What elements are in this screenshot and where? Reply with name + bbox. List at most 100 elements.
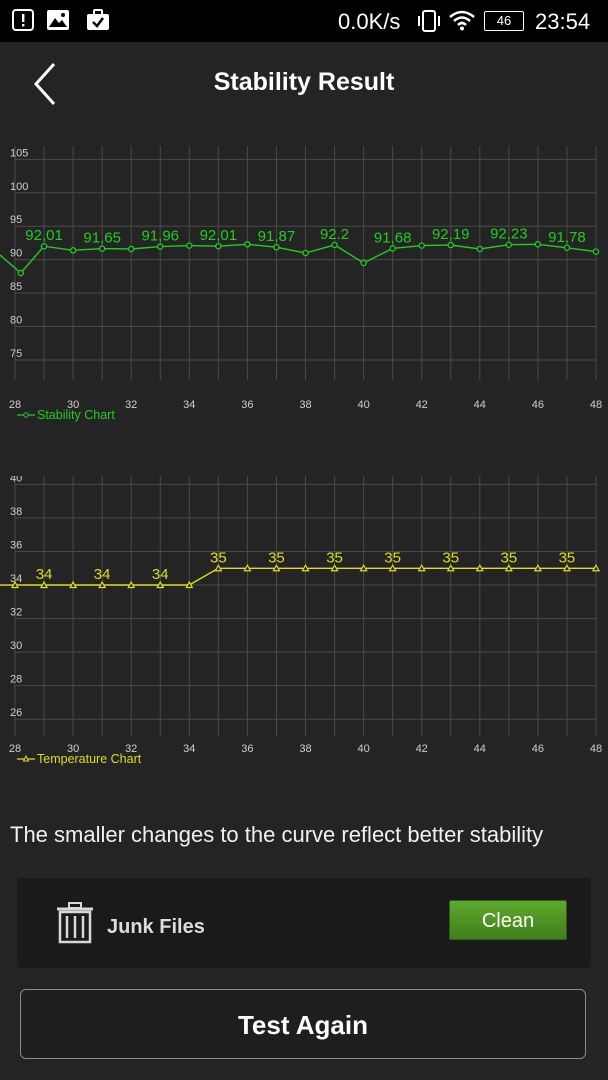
- test-again-button[interactable]: Test Again: [20, 989, 586, 1059]
- page-title: Stability Result: [213, 68, 395, 96]
- data-label: 35: [268, 549, 285, 566]
- data-point: [505, 241, 513, 248]
- stability-hint: The smaller changes to the curve reflect…: [10, 822, 544, 847]
- data-point: [10, 580, 20, 589]
- data-point: [388, 564, 397, 572]
- junk-files-card: Junk Files Clean: [17, 878, 591, 968]
- data-label: 35: [559, 549, 576, 566]
- data-point: [272, 564, 281, 572]
- data-label: 35: [501, 549, 518, 566]
- data-point: [40, 580, 49, 589]
- x-tick-label: 48: [590, 399, 602, 411]
- data-label: 92,01: [200, 227, 238, 244]
- stability-chart-svg: 75 80 85 90 95 100 105 28 30 32 34 36 38 40 42 44 46 48 92…: [0, 146, 602, 422]
- battery-icon: 46: [484, 11, 524, 31]
- data-point: [359, 564, 368, 572]
- y-tick-label: 32: [10, 607, 22, 619]
- battery-level: 46: [496, 13, 512, 28]
- wifi-icon: [449, 10, 475, 31]
- stability-chart: 75 80 85 90 95 100 105 28 30 32 34 36 38 40 42 44 46 48 92…: [0, 136, 608, 426]
- data-point: [418, 242, 425, 249]
- data-label: 35: [442, 549, 459, 566]
- data-point: [360, 259, 367, 267]
- y-tick-label: 38: [10, 506, 22, 518]
- y-tick-label: 36: [10, 539, 22, 551]
- x-tick-label: 38: [299, 399, 311, 411]
- x-tick-label: 40: [357, 399, 369, 411]
- x-tick-label: 28: [9, 399, 21, 411]
- x-tick-label: 32: [125, 399, 137, 411]
- clean-button[interactable]: Clean: [449, 900, 567, 940]
- data-point: [243, 564, 252, 572]
- legend-marker: [23, 412, 29, 418]
- vibrate-icon: [418, 10, 440, 32]
- temperature-chart-svg: 26 28 30 32 34 36 38 40 28 30 32 34 36 38 40 42 44 46 48 34…: [0, 476, 602, 766]
- data-label: 92,01: [25, 227, 63, 244]
- data-point: [215, 242, 222, 250]
- data-point: [330, 564, 339, 572]
- data-label: 34: [152, 566, 169, 583]
- x-tick-label: 28: [9, 743, 21, 755]
- data-label: 92,23: [490, 226, 528, 243]
- x-tick-label: 46: [532, 743, 544, 755]
- trash-icon: [57, 902, 93, 944]
- data-label: 35: [326, 549, 343, 566]
- x-tick-label: 30: [67, 399, 79, 411]
- data-point: [127, 245, 135, 253]
- y-tick-label: 26: [10, 707, 22, 719]
- series-line: [0, 567, 596, 586]
- data-point: [69, 247, 77, 254]
- x-tick-label: 42: [416, 743, 428, 755]
- y-tick-label: 80: [10, 315, 22, 327]
- data-point: [214, 564, 223, 572]
- y-tick-label: 90: [10, 248, 22, 260]
- y-tick-label: 30: [10, 640, 22, 652]
- x-tick-label: 44: [474, 399, 486, 411]
- y-tick-label: 75: [10, 348, 22, 360]
- x-tick-label: 36: [241, 743, 253, 755]
- junk-files-label: Junk Files: [107, 916, 205, 938]
- data-label: 34: [94, 566, 111, 583]
- x-tick-label: 38: [299, 743, 311, 755]
- data-point: [69, 580, 78, 589]
- temperature-chart: 26 28 30 32 34 36 38 40 28 30 32 34 36 38 40 42 44 46 48 34…: [0, 476, 608, 770]
- data-point: [186, 242, 193, 249]
- legend-marker: [22, 754, 30, 762]
- y-tick-label: 28: [10, 674, 22, 686]
- legend-label: Temperature Chart: [37, 752, 142, 766]
- chevron-left-icon: [33, 62, 56, 106]
- data-label: 35: [384, 549, 401, 566]
- data-point: [591, 564, 601, 572]
- data-label: 34: [36, 566, 53, 583]
- image-icon: [47, 10, 69, 30]
- data-point: [156, 580, 165, 589]
- data-point: [534, 241, 542, 248]
- x-tick-label: 36: [241, 399, 253, 411]
- data-point: [447, 241, 454, 249]
- y-tick-label: 95: [10, 214, 22, 226]
- header: Stability Result: [0, 42, 608, 126]
- x-tick-label: 30: [67, 743, 79, 755]
- data-point: [244, 241, 251, 248]
- y-tick-label: 105: [10, 147, 28, 159]
- data-label: 91,65: [83, 230, 121, 247]
- status-bar: 0.0K/s 46 23:54: [0, 0, 608, 42]
- data-label: 91,68: [374, 229, 412, 246]
- data-point: [533, 564, 542, 572]
- series-line: [0, 243, 597, 274]
- data-point: [273, 243, 280, 251]
- data-label: 92,19: [432, 226, 470, 243]
- x-tick-label: 46: [532, 399, 544, 411]
- back-button[interactable]: [22, 60, 62, 108]
- data-point: [331, 241, 338, 249]
- data-label: 92.2: [320, 226, 349, 243]
- y-tick-label: 34: [10, 573, 22, 585]
- y-tick-label: 85: [10, 281, 22, 293]
- x-tick-label: 40: [357, 743, 369, 755]
- data-point: [17, 269, 25, 277]
- data-point: [127, 580, 136, 589]
- net-speed: 0.0K/s: [338, 9, 401, 34]
- data-point: [475, 564, 484, 572]
- x-tick-label: 44: [474, 743, 486, 755]
- x-tick-label: 48: [590, 743, 602, 755]
